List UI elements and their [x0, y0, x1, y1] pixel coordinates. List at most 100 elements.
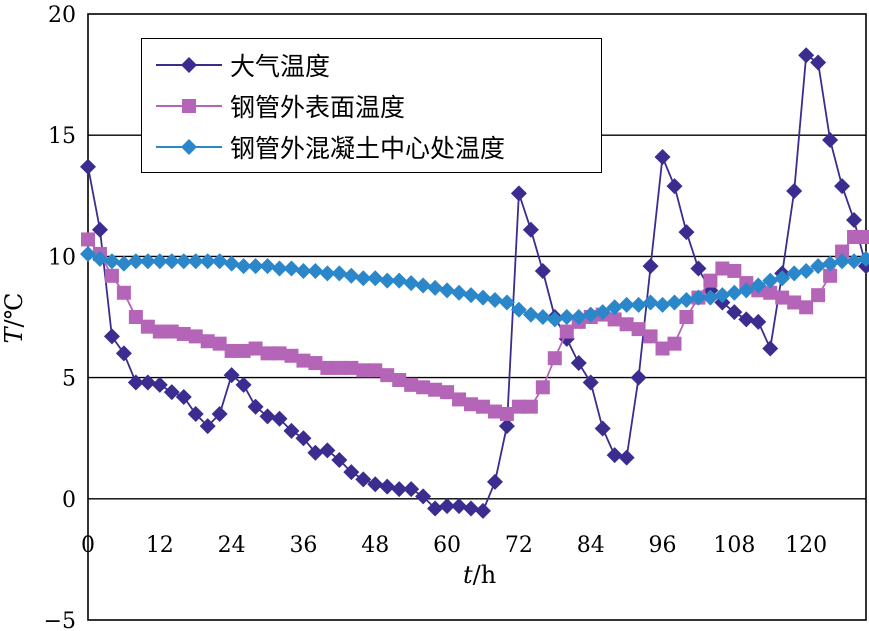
data-point: [403, 275, 420, 292]
data-point: [631, 322, 646, 337]
data-point: [379, 478, 396, 495]
data-point: [235, 258, 252, 275]
legend-item-atmosphere: 大气温度: [156, 45, 330, 85]
data-point: [510, 301, 527, 318]
x-tick-label: 96: [649, 533, 677, 558]
data-point: [415, 277, 432, 294]
data-point: [834, 178, 851, 195]
data-point: [332, 360, 347, 375]
x-tick-label: 120: [785, 533, 827, 558]
data-point: [367, 476, 384, 493]
data-point: [439, 282, 456, 299]
data-point: [487, 404, 502, 419]
data-point: [391, 481, 408, 498]
data-point: [80, 158, 96, 175]
data-point: [823, 268, 838, 283]
legend: 大气温度 钢管外表面温度 钢管外混凝土中心处温度: [141, 38, 602, 173]
data-point: [116, 285, 131, 300]
data-point: [259, 408, 276, 425]
data-point: [139, 253, 156, 270]
data-point: [679, 310, 694, 324]
data-point: [248, 341, 263, 356]
data-point: [212, 336, 227, 351]
data-point: [439, 498, 456, 515]
data-point: [762, 272, 779, 289]
data-point: [655, 341, 670, 356]
data-point: [787, 295, 802, 310]
x-tick-label: 72: [505, 533, 533, 558]
data-point: [678, 292, 695, 309]
data-point: [223, 367, 240, 384]
data-point: [570, 355, 587, 372]
data-point: [236, 343, 251, 358]
data-point: [343, 267, 360, 284]
data-point: [522, 221, 539, 238]
data-point: [451, 284, 468, 301]
data-point: [260, 346, 275, 361]
data-point: [799, 300, 814, 315]
data-point: [726, 304, 743, 321]
data-point: [283, 260, 300, 277]
data-point: [643, 329, 658, 344]
data-point: [547, 351, 562, 366]
series-1: [81, 230, 869, 421]
data-point: [510, 185, 527, 202]
data-point: [690, 260, 707, 277]
data-point: [630, 296, 647, 313]
data-point: [151, 253, 168, 270]
data-point: [163, 384, 180, 401]
data-point: [187, 253, 204, 270]
data-point: [115, 345, 132, 362]
data-point: [284, 348, 299, 363]
data-point: [163, 253, 180, 270]
data-point: [654, 296, 671, 313]
data-point: [738, 311, 755, 328]
data-point: [271, 260, 288, 277]
data-point: [474, 289, 491, 306]
data-point: [103, 328, 120, 345]
data-point: [355, 270, 372, 287]
data-point: [235, 376, 252, 393]
data-point: [642, 258, 659, 275]
data-point: [199, 418, 216, 435]
data-point: [464, 397, 479, 412]
data-point: [104, 268, 119, 283]
x-tick-label: 24: [218, 533, 246, 558]
data-point: [811, 288, 826, 303]
data-point: [474, 502, 491, 519]
data-point: [762, 340, 779, 357]
data-point: [726, 284, 743, 301]
y-axis-ticks: −5 0 5 10 15 20: [44, 3, 76, 631]
data-point: [618, 296, 635, 313]
data-point: [558, 309, 575, 325]
y-tick-label: 15: [48, 124, 76, 149]
data-point: [750, 277, 767, 294]
data-point: [308, 356, 323, 371]
x-tick-label: 0: [81, 533, 95, 558]
x-axis-ticks: 0 12 24 36 48 60 72 84 96 108 120: [81, 533, 827, 558]
data-point: [607, 312, 622, 327]
data-point: [140, 319, 155, 334]
data-point: [606, 447, 623, 464]
data-point: [714, 287, 731, 304]
x-tick-label: 12: [146, 533, 174, 558]
data-point: [702, 289, 719, 306]
data-point: [463, 287, 480, 304]
data-point: [427, 279, 444, 296]
data-point: [546, 311, 563, 328]
data-point: [642, 294, 659, 311]
y-tick-label: 20: [48, 3, 76, 28]
y-tick-label: 5: [62, 367, 76, 392]
data-point: [331, 265, 348, 282]
data-point: [835, 244, 850, 259]
legend-swatch-outer-surface: [156, 99, 222, 113]
data-point: [667, 336, 682, 351]
data-point: [522, 306, 539, 323]
data-point: [367, 270, 384, 287]
data-point: [786, 265, 803, 282]
data-point: [822, 255, 839, 272]
legend-item-concrete-center: 钢管外混凝土中心处温度: [156, 127, 505, 167]
data-point: [727, 263, 742, 278]
y-axis-title: T/℃: [0, 292, 28, 344]
data-point: [690, 289, 707, 306]
